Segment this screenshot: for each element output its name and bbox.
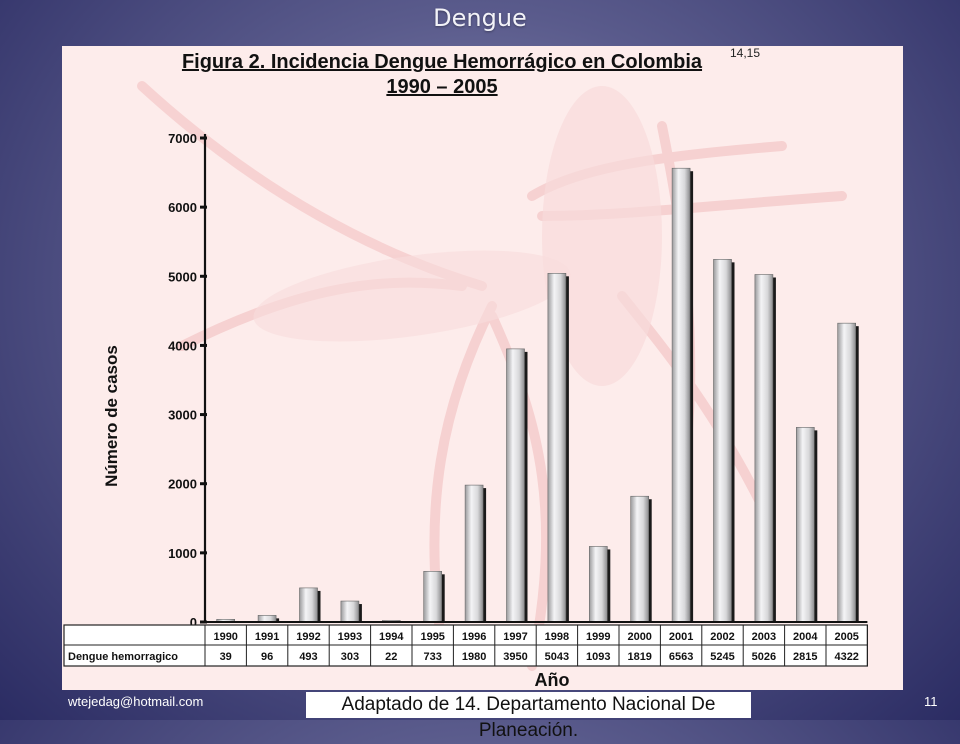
page-number: 11	[924, 694, 938, 709]
data-label: 5043	[545, 651, 569, 663]
y-tick-label: 3000	[168, 408, 197, 423]
data-label: 96	[261, 651, 273, 663]
data-label: 733	[424, 651, 442, 663]
x-tick-label: 1993	[338, 631, 362, 643]
data-label: 5026	[752, 651, 776, 663]
bar	[671, 167, 691, 623]
bar	[464, 484, 484, 623]
x-tick-label: 1995	[420, 631, 444, 643]
data-label: 303	[341, 651, 359, 663]
x-axis-label: Año	[534, 670, 570, 690]
series-label: Dengue hemorragico	[68, 651, 178, 663]
y-tick-label: 7000	[168, 131, 197, 146]
data-label: 4322	[834, 651, 858, 663]
bar	[837, 322, 857, 623]
x-tick-label: 1999	[586, 631, 610, 643]
bar	[299, 587, 318, 623]
bar	[547, 273, 567, 623]
slide-title: Dengue	[433, 4, 527, 32]
x-tick-label: 2001	[669, 631, 693, 643]
data-label: 39	[220, 651, 232, 663]
data-label: 1819	[627, 651, 651, 663]
x-tick-label: 1998	[545, 631, 569, 643]
x-tick-label: 1990	[213, 631, 237, 643]
bar	[713, 259, 732, 623]
data-label: 5245	[710, 651, 734, 663]
footer-email: wtejedag@hotmail.com	[68, 694, 204, 709]
data-label: 1093	[586, 651, 610, 663]
bar	[630, 495, 650, 623]
x-tick-label: 2002	[710, 631, 734, 643]
bar	[588, 546, 608, 623]
data-label: 6563	[669, 651, 693, 663]
bar	[506, 348, 525, 623]
x-tick-label: 1997	[503, 631, 527, 643]
bar	[340, 600, 360, 623]
chart-panel: Figura 2. Incidencia Dengue Hemorrágico …	[62, 46, 903, 690]
footer-source: Adaptado de 14. Departamento Nacional De…	[306, 692, 751, 741]
data-label: 493	[299, 651, 317, 663]
data-label: 3950	[503, 651, 527, 663]
x-tick-label: 2003	[752, 631, 776, 643]
x-tick-label: 2005	[834, 631, 858, 643]
y-tick-label: 5000	[168, 269, 197, 284]
y-tick-label: 0	[190, 615, 197, 630]
y-tick-label: 1000	[168, 546, 197, 561]
bar	[423, 571, 443, 623]
data-label: 22	[385, 651, 397, 663]
x-tick-label: 2004	[793, 631, 818, 643]
bar	[754, 274, 774, 623]
chart-title-superscript: 14,15	[730, 46, 761, 60]
y-tick-label: 2000	[168, 477, 197, 492]
y-tick-label: 6000	[168, 200, 197, 215]
chart-title: Figura 2. Incidencia Dengue Hemorrágico …	[181, 51, 703, 73]
data-label: 2815	[793, 651, 817, 663]
x-tick-label: 1996	[462, 631, 486, 643]
x-tick-label: 1991	[255, 631, 279, 643]
x-tick-label: 1992	[296, 631, 320, 643]
x-tick-label: 2000	[627, 631, 651, 643]
chart-subtitle: 1990 – 2005	[386, 76, 498, 98]
bar-plot: 0 1000 2000 3000 4000 5000 6000 7000 1990 39 1991 9…	[63, 131, 869, 667]
x-tick-label: 1994	[379, 631, 404, 643]
data-label: 1980	[462, 651, 486, 663]
y-tick-label: 4000	[168, 338, 197, 353]
bar	[795, 427, 815, 623]
